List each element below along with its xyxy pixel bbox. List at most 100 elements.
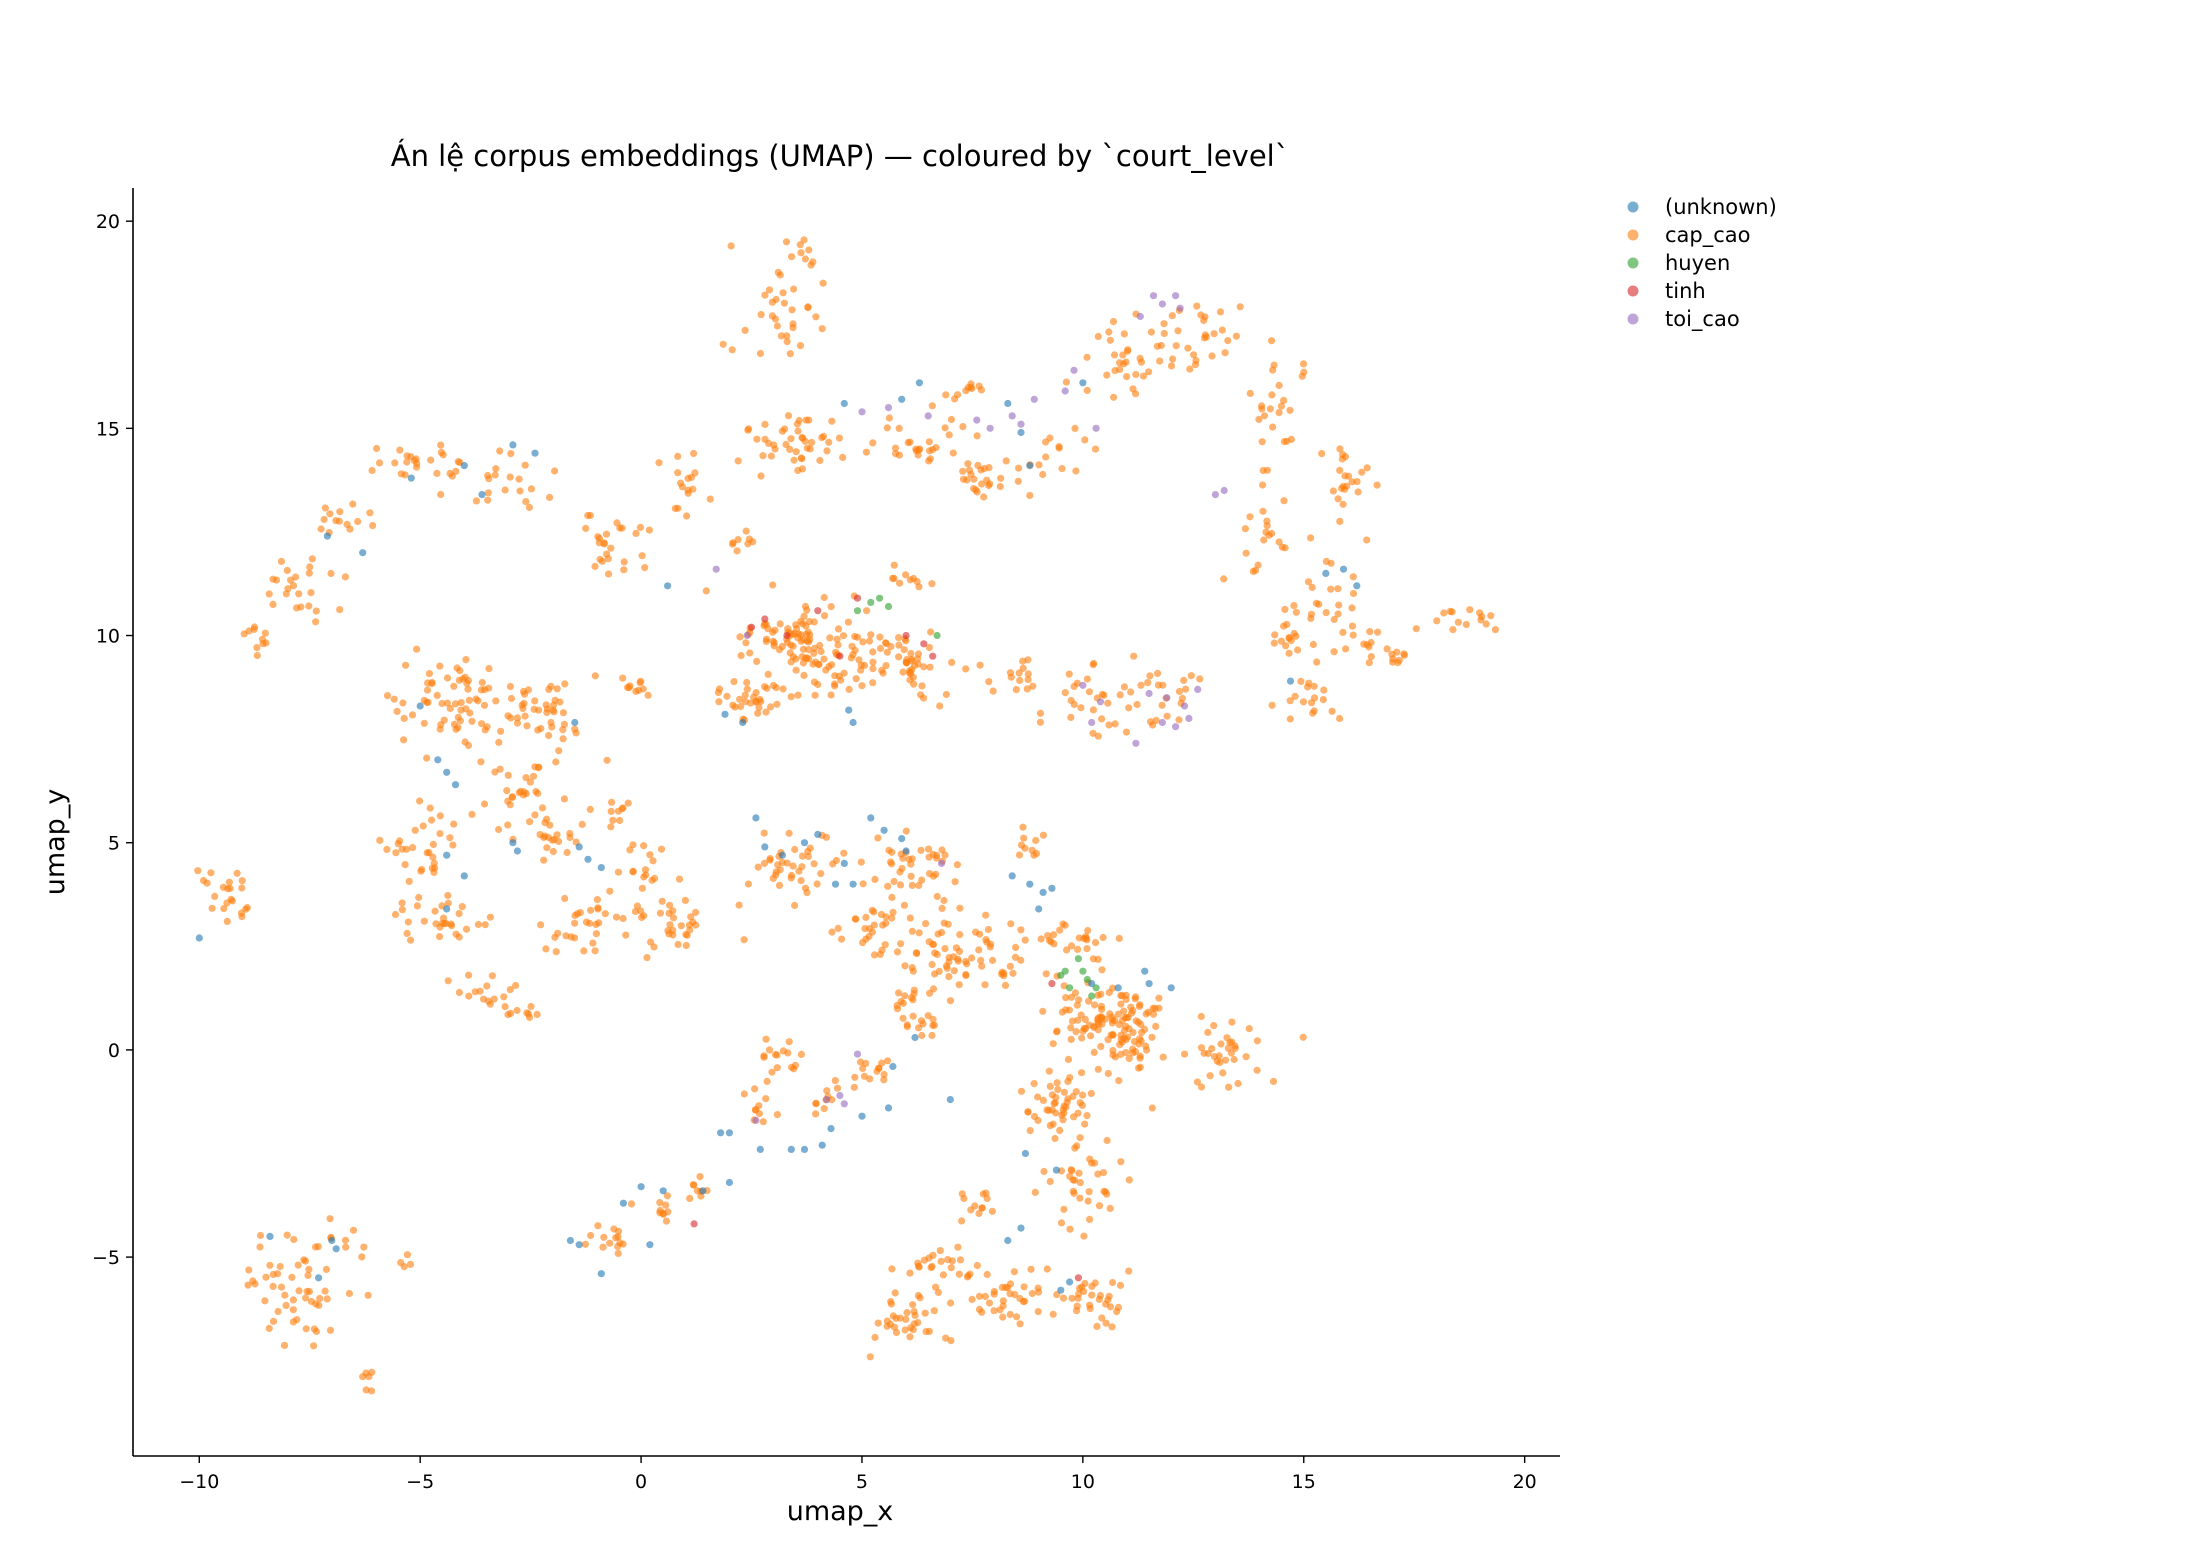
point-cap_cao-315 [398,845,406,853]
point-cap_cao-1029 [1263,466,1271,474]
point-cap_cao-1590 [1076,1179,1084,1187]
point-cap_cao-1463 [1076,1134,1084,1142]
point-cap_cao-1414 [1127,1009,1136,1017]
point-cap_cao-735 [882,639,890,647]
point-cap_cao-1265 [1009,969,1017,977]
point-cap_cao-879 [1061,689,1069,697]
point-cap_cao-217 [549,706,557,714]
point-cap_cao-1078 [1334,610,1342,618]
point-cap_cao-181 [423,754,431,762]
point-cap_cao-761 [790,456,798,464]
point-cap_cao-954 [1157,341,1165,350]
point-cap_cao-758 [771,445,779,453]
point-cap_cao-1133 [1448,608,1456,616]
point-cap_cao-1614 [946,997,955,1005]
point-cap_cao-1086 [1281,605,1289,614]
y-tick-label-1: 0 [108,1040,120,1062]
point-cap_cao-1918 [896,579,904,587]
point-toi_cao-35 [1145,689,1153,698]
point-cap_cao-1210 [917,846,925,854]
point-cap_cao-1608 [899,1014,907,1022]
y-tick-label-5: 20 [96,211,120,233]
point-toi_cao-32 [937,859,946,868]
point-cap_cao-1873 [289,1296,297,1304]
point-unknown-23 [332,1245,340,1253]
point-cap_cao-955 [1169,355,1177,363]
point-unknown-77 [1052,1166,1060,1174]
point-cap_cao-563 [743,678,751,687]
point-cap_cao-1710 [954,1243,962,1251]
point-cap_cao-1882 [304,1271,312,1279]
point-cap_cao-911 [1154,669,1162,678]
point-cap_cao-1105 [1309,709,1317,717]
point-cap_cao-1057 [1282,642,1290,650]
point-cap_cao-1610 [928,1031,936,1040]
point-cap_cao-1878 [269,1282,277,1290]
point-unknown-32 [659,1187,667,1195]
point-cap_cao-76 [403,458,411,466]
point-unknown-73 [858,1112,866,1120]
point-unknown-61 [1048,884,1056,892]
point-cap_cao-1642 [856,1058,865,1066]
point-cap_cao-1698 [610,1225,618,1233]
point-cap_cao-1009 [1246,389,1254,397]
point-cap_cao-1827 [1098,1314,1106,1322]
point-unknown-85 [1339,565,1348,573]
point-cap_cao-1648 [765,1046,774,1054]
point-cap_cao-176 [436,725,444,733]
point-cap_cao-1875 [312,1300,320,1308]
point-cap_cao-1905 [314,1243,322,1251]
point-cap_cao-1663 [759,1118,767,1126]
point-cap_cao-1442 [1074,1016,1082,1024]
point-cap_cao-146 [440,716,448,724]
point-cap_cao-861 [1024,676,1032,684]
point-cap_cao-1252 [933,892,941,901]
point-cap_cao-397 [666,921,674,929]
point-cap_cao-433 [444,977,452,985]
legend-item-cap_cao: cap_cao [1627,223,1751,248]
point-cap_cao-1887 [269,1270,277,1279]
point-cap_cao-1890 [244,1281,252,1289]
point-cap_cao-381 [551,933,559,941]
point-cap_cao-1201 [874,834,882,842]
point-cap_cao-453 [504,1011,512,1019]
point-cap_cao-372 [601,910,609,918]
x-axis-label: umap_x [787,1496,894,1527]
point-cap_cao-420 [657,845,666,853]
point-cap_cao-504 [742,527,750,535]
point-cap_cao-1673 [823,1087,831,1095]
point-cap_cao-1430 [1064,1055,1073,1063]
point-cap_cao-1703 [686,1194,694,1202]
point-cap_cao-1635 [833,1084,842,1092]
point-cap_cao-95 [515,475,523,483]
point-cap_cao-1832 [1076,1284,1084,1292]
point-cap_cao-602 [837,676,845,684]
point-cap_cao-413 [674,940,682,949]
point-cap_cao-1750 [947,1337,955,1345]
point-cap_cao-400 [665,909,673,917]
point-cap_cao-1282 [955,981,963,989]
point-unknown-7 [531,449,539,457]
point-cap_cao-1092 [1319,696,1327,704]
point-cap_cao-1592 [1046,1177,1054,1186]
point-cap_cao-1062 [1292,632,1300,640]
point-cap_cao-213 [561,680,569,688]
point-unknown-54 [1026,462,1034,470]
point-toi_cao-18 [1220,486,1228,495]
point-cap_cao-351 [447,920,455,928]
point-cap_cao-1128 [1491,626,1499,634]
point-cap_cao-1015 [1246,513,1254,521]
point-cap_cao-1802 [975,1305,984,1313]
point-cap_cao-1489 [1083,1112,1091,1120]
legend-marker [1627,201,1639,213]
point-cap_cao-1004 [1275,409,1283,417]
point-cap_cao-521 [728,346,736,354]
point-cap_cao-993 [1255,415,1263,423]
point-cap_cao-1490 [1046,1122,1054,1130]
point-cap_cao-243 [522,774,530,782]
point-cap_cao-501 [734,536,742,544]
point-cap_cao-924 [1175,687,1183,696]
point-cap_cao-436 [488,972,496,980]
point-unknown-57 [849,718,857,727]
point-cap_cao-759 [734,457,742,465]
